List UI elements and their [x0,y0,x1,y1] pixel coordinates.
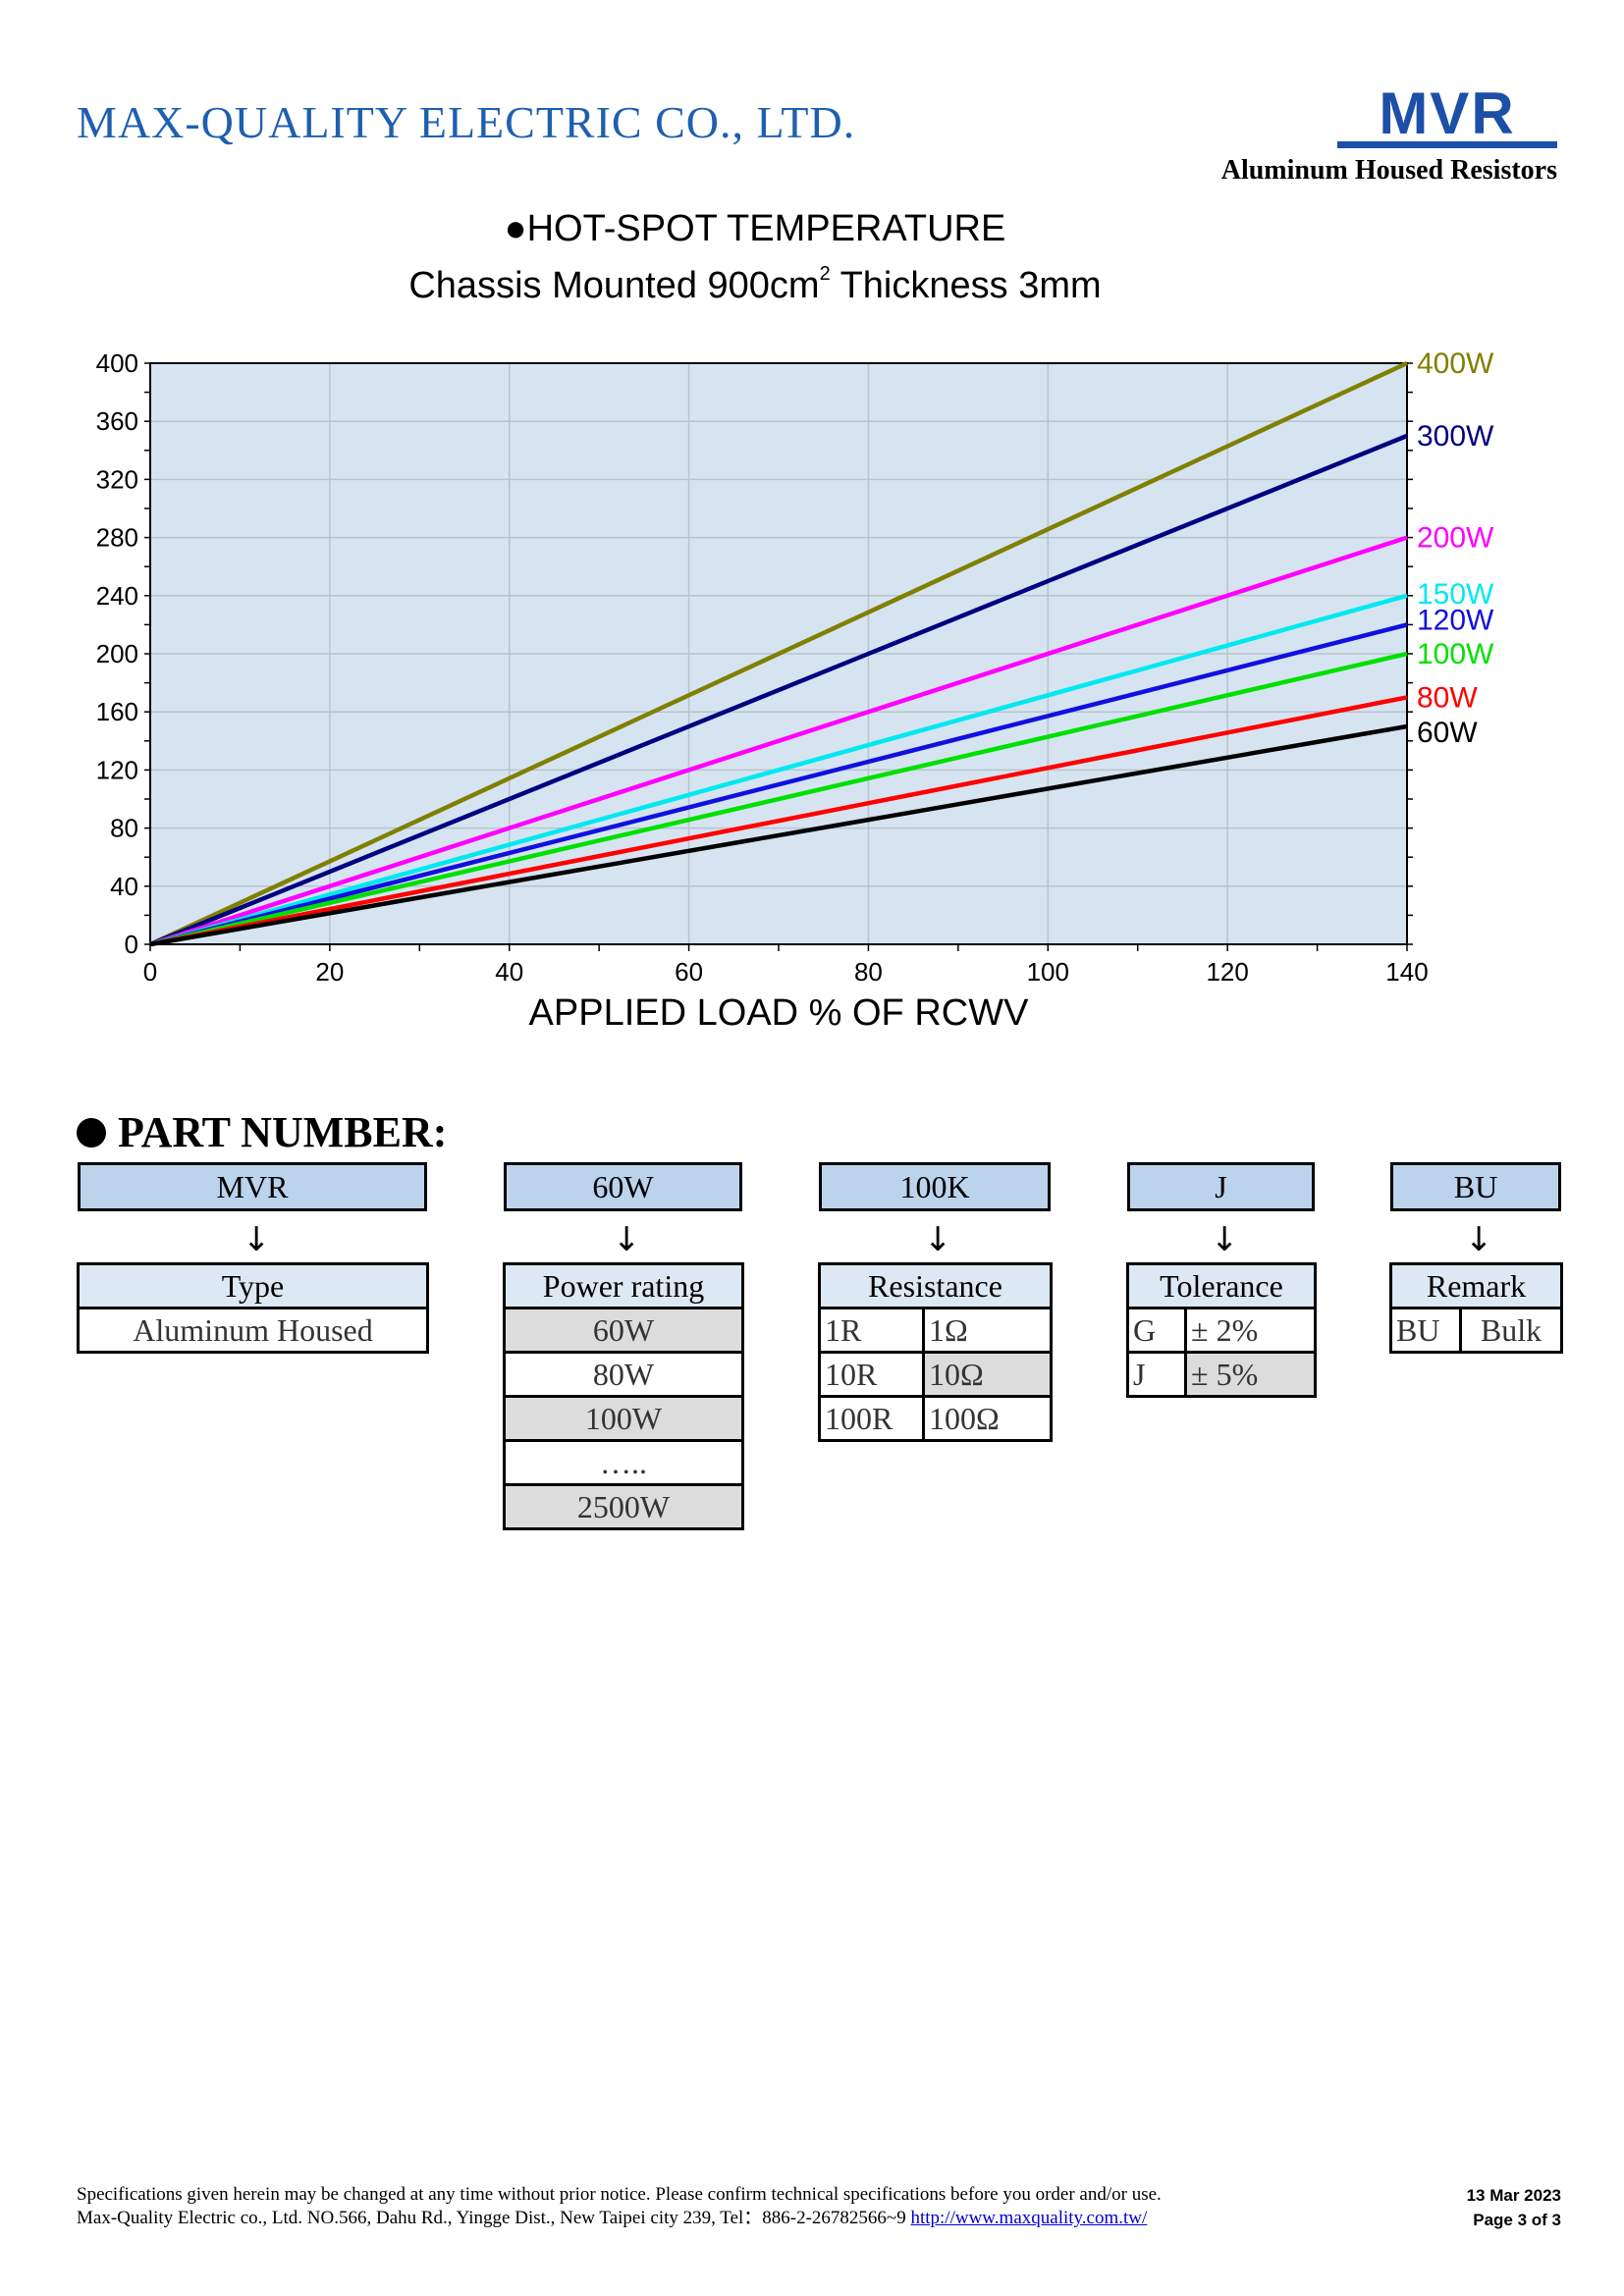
series-line [149,651,1408,947]
y-tick-label: 0 [125,930,138,959]
x-tick-label: 100 [1027,957,1069,987]
resistance-value: 100Ω [922,1395,1053,1442]
resistance-value: 10Ω [922,1351,1053,1398]
y-tick-label: 320 [96,464,138,494]
code-box-tolerance: J [1127,1162,1315,1211]
mvr-logo: MVR [1337,84,1557,148]
tolerance-header: Tolerance [1126,1262,1317,1309]
power-value: 60W [503,1307,744,1354]
series-line [149,622,1408,947]
power-header: Power rating [503,1262,744,1309]
y-tick-label: 120 [96,755,138,784]
remark-code: BU [1389,1307,1462,1354]
series-label: 150W [1417,578,1494,611]
series-label: 300W [1417,420,1494,453]
series-label: 60W [1417,717,1478,749]
arrow-down-icon: ↓ [613,1220,641,1259]
x-tick-label: 0 [143,957,157,987]
code-box-type: MVR [78,1162,427,1211]
x-tick-label: 80 [854,957,883,987]
y-tick-label: 360 [96,406,138,436]
hot-spot-chart: 0 40 80 120 160 200 240 280 320 360 400 0 20 40 60 80 10… [96,347,1494,1034]
arrow-down-icon: ↓ [243,1220,271,1259]
remark-header: Remark [1389,1262,1563,1309]
y-tick-label: 80 [110,814,138,843]
y-tick-label: 240 [96,581,138,611]
series-label: 200W [1417,522,1494,555]
resistance-code: 100R [818,1395,925,1442]
footer-date: 13 Mar 2023 [1466,2186,1561,2205]
resistance-header: Resistance [818,1262,1053,1309]
footer: Specifications given herein may be chang… [77,2183,1162,2230]
series-label: 120W [1417,604,1494,636]
power-table: Power rating 60W 80W 100W ….. 2500W [503,1262,744,1530]
x-axis-label: APPLIED LOAD % OF RCWV [529,992,1030,1034]
logo-text: MVR [1379,84,1515,146]
y-tick-label: 280 [96,523,138,553]
bullet-icon [77,1117,106,1148]
x-tick-label: 60 [675,957,703,987]
series-line [149,723,1408,947]
resistance-value: 1Ω [922,1307,1053,1354]
tolerance-value: ± 2% [1184,1307,1317,1354]
type-value: Aluminum Housed [77,1307,429,1354]
series-line [149,433,1408,947]
resistance-code: 1R [818,1307,925,1354]
tagline: Aluminum Housed Resistors [1220,155,1557,186]
y-tick-label: 160 [96,697,138,726]
type-header: Type [77,1262,429,1309]
company-name: MAX-QUALITY ELECTRIC CO., LTD. [77,97,856,147]
resistance-code: 10R [818,1351,925,1398]
series-line [149,535,1408,947]
series-label: 100W [1417,638,1494,670]
x-tick-label: 20 [315,957,344,987]
tolerance-table: Tolerance G ± 2% J ± 5% [1126,1262,1317,1398]
code-box-remark: BU [1390,1162,1561,1211]
chart-title: ●HOT-SPOT TEMPERATURE [504,208,1006,249]
series-line [149,695,1408,947]
x-tick-label: 120 [1206,957,1248,987]
code-box-resistance: 100K [819,1162,1051,1211]
y-tick-label: 200 [96,639,138,668]
power-value: 80W [503,1351,744,1398]
footer-page: Page 3 of 3 [1473,2211,1561,2229]
resistance-table: Resistance 1R 1Ω 10R 10Ω 100R 100Ω [818,1262,1053,1442]
part-number-heading: PART NUMBER: [77,1107,447,1157]
tolerance-value: ± 5% [1184,1351,1317,1398]
series-line [149,360,1408,947]
chart-subtitle: Chassis Mounted 900cm2 Thickness 3mm [408,263,1102,306]
remark-value: Bulk [1459,1307,1563,1354]
footer-address: Max-Quality Electric co., Ltd. NO.566, D… [77,2208,1148,2228]
arrow-down-icon: ↓ [924,1220,952,1259]
power-value: 100W [503,1395,744,1442]
tolerance-code: G [1126,1307,1187,1354]
series-label: 400W [1417,347,1494,380]
type-table: Type Aluminum Housed [77,1262,429,1354]
y-tick-label: 40 [110,872,138,901]
arrow-down-icon: ↓ [1211,1220,1239,1259]
series-line [149,593,1408,947]
series-label: 80W [1417,681,1478,714]
y-tick-label: 400 [96,348,138,378]
tolerance-code: J [1126,1351,1187,1398]
website-link[interactable]: http://www.maxquality.com.tw/ [910,2208,1148,2228]
power-value: 2500W [503,1483,744,1530]
x-tick-label: 40 [495,957,523,987]
footer-disclaimer: Specifications given herein may be chang… [77,2184,1162,2205]
footer-meta: 13 Mar 2023 Page 3 of 3 [1414,2183,1561,2232]
power-value: ….. [503,1439,744,1486]
x-tick-label: 140 [1385,957,1428,987]
remark-table: Remark BU Bulk [1389,1262,1563,1354]
arrow-down-icon: ↓ [1465,1220,1493,1259]
code-box-power: 60W [504,1162,742,1211]
